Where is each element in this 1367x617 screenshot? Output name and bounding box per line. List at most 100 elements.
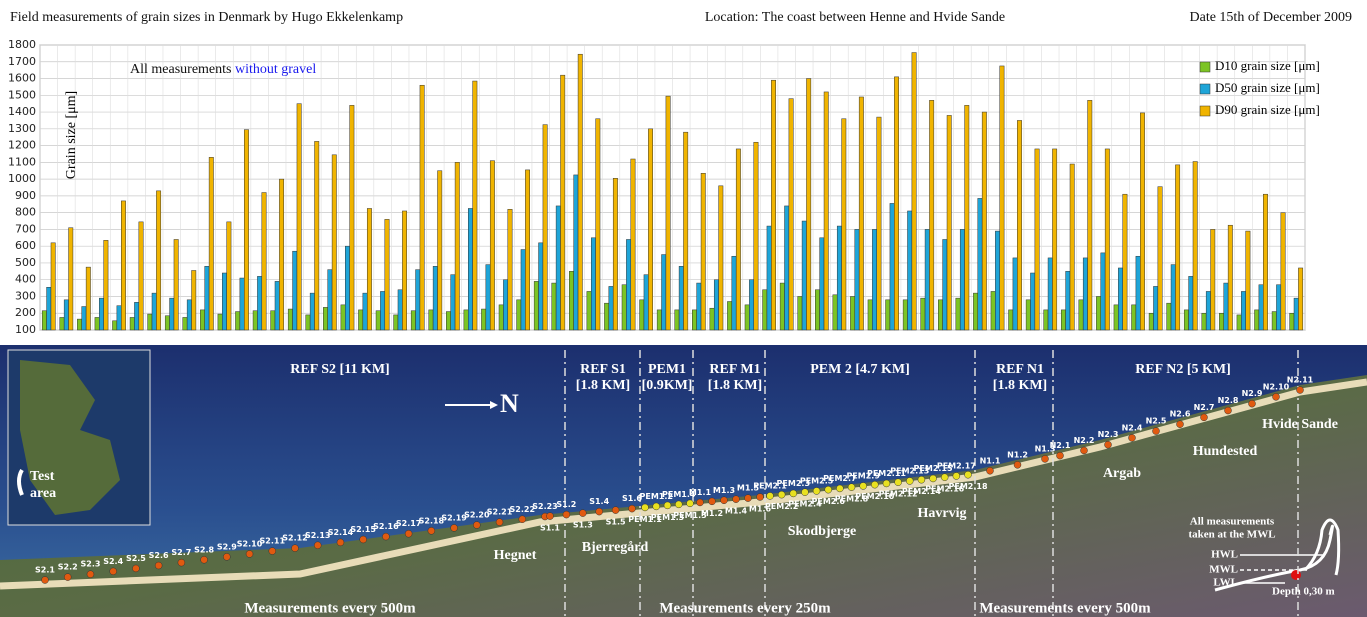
bar [1026, 300, 1030, 330]
bar [1219, 313, 1223, 330]
bar [662, 255, 666, 330]
bar [1105, 149, 1109, 330]
station-label: S2.3 [80, 560, 100, 569]
station [675, 501, 682, 508]
station-label: S2.1 [35, 566, 55, 575]
bar [380, 291, 384, 330]
station [42, 577, 49, 584]
bar [350, 105, 354, 330]
level-label: LWL [1213, 577, 1238, 589]
map-legend-title: taken at the MWL [1188, 529, 1275, 541]
station [745, 495, 752, 502]
bar [503, 280, 507, 330]
station [473, 522, 480, 529]
bar [367, 208, 371, 330]
station-label: N1.2 [1007, 450, 1028, 459]
station-label: S1.1 [540, 524, 560, 533]
bar [112, 321, 116, 330]
bar [416, 270, 420, 330]
bar [139, 222, 143, 330]
y-tick-label: 1000 [8, 172, 36, 185]
bar [1101, 253, 1105, 330]
bar [438, 171, 442, 330]
bar [1246, 231, 1250, 330]
bar [341, 305, 345, 330]
bar [1132, 305, 1136, 330]
bar [701, 173, 705, 330]
bar [174, 239, 178, 330]
station [110, 568, 117, 575]
bar [209, 157, 213, 330]
bar [1153, 286, 1157, 330]
station-label: S1.4 [589, 497, 609, 506]
station-label: N2.4 [1122, 423, 1143, 432]
bar [345, 246, 349, 330]
station-label: S2.17 [396, 519, 422, 528]
bar [982, 112, 986, 330]
station [848, 484, 855, 491]
bar [192, 270, 196, 330]
bar [907, 211, 911, 330]
bar [850, 296, 854, 330]
inset-label: Test [30, 469, 55, 484]
y-tick-label: 1400 [8, 105, 36, 118]
y-tick-label: 900 [15, 189, 36, 202]
bar [877, 117, 881, 330]
bar [763, 290, 767, 330]
station [953, 472, 960, 479]
bar [837, 226, 841, 330]
bar [1009, 310, 1013, 330]
bar [1035, 149, 1039, 330]
station-label: S2.9 [217, 542, 237, 551]
bar [1202, 313, 1206, 330]
bar [1281, 213, 1285, 330]
bar [205, 266, 209, 330]
bar [64, 300, 68, 330]
bar [1070, 164, 1074, 330]
y-tick-label: 600 [15, 239, 36, 252]
bar [253, 311, 257, 330]
bar [86, 267, 90, 330]
station [918, 476, 925, 483]
station [930, 475, 937, 482]
bar [222, 273, 226, 330]
bar [240, 278, 244, 330]
section-label: REF N1 [996, 362, 1044, 377]
bar [235, 312, 239, 330]
bar [1030, 273, 1034, 330]
station [563, 511, 570, 518]
bar [394, 315, 398, 330]
bar [104, 240, 108, 330]
bar [1048, 258, 1052, 330]
bar [890, 203, 894, 330]
bar [833, 295, 837, 330]
bar [134, 302, 138, 330]
bar [152, 293, 156, 330]
station [547, 513, 554, 520]
y-tick-label: 200 [15, 306, 36, 319]
y-tick-label: 300 [15, 289, 36, 302]
bar [859, 97, 863, 330]
station [1273, 393, 1280, 400]
y-tick-label: 1300 [8, 122, 36, 135]
station [382, 533, 389, 540]
section-label: [1.8 KM] [708, 378, 762, 393]
bar [973, 293, 977, 330]
bar [960, 229, 964, 330]
bar [745, 305, 749, 330]
station-label: N2.2 [1074, 436, 1095, 445]
station [405, 530, 412, 537]
y-tick-label: 1200 [8, 139, 36, 152]
bar [767, 226, 771, 330]
place: Havrvig [918, 506, 967, 521]
bar [464, 310, 468, 330]
bar [310, 293, 314, 330]
bar [1066, 271, 1070, 330]
bar [262, 193, 266, 330]
section-label: REF N2 [5 KM] [1135, 362, 1231, 377]
bar [1044, 310, 1048, 330]
station-label: M1.2 [701, 509, 723, 518]
station [883, 480, 890, 487]
station-label: N2.10 [1263, 382, 1290, 391]
bar [771, 80, 775, 330]
